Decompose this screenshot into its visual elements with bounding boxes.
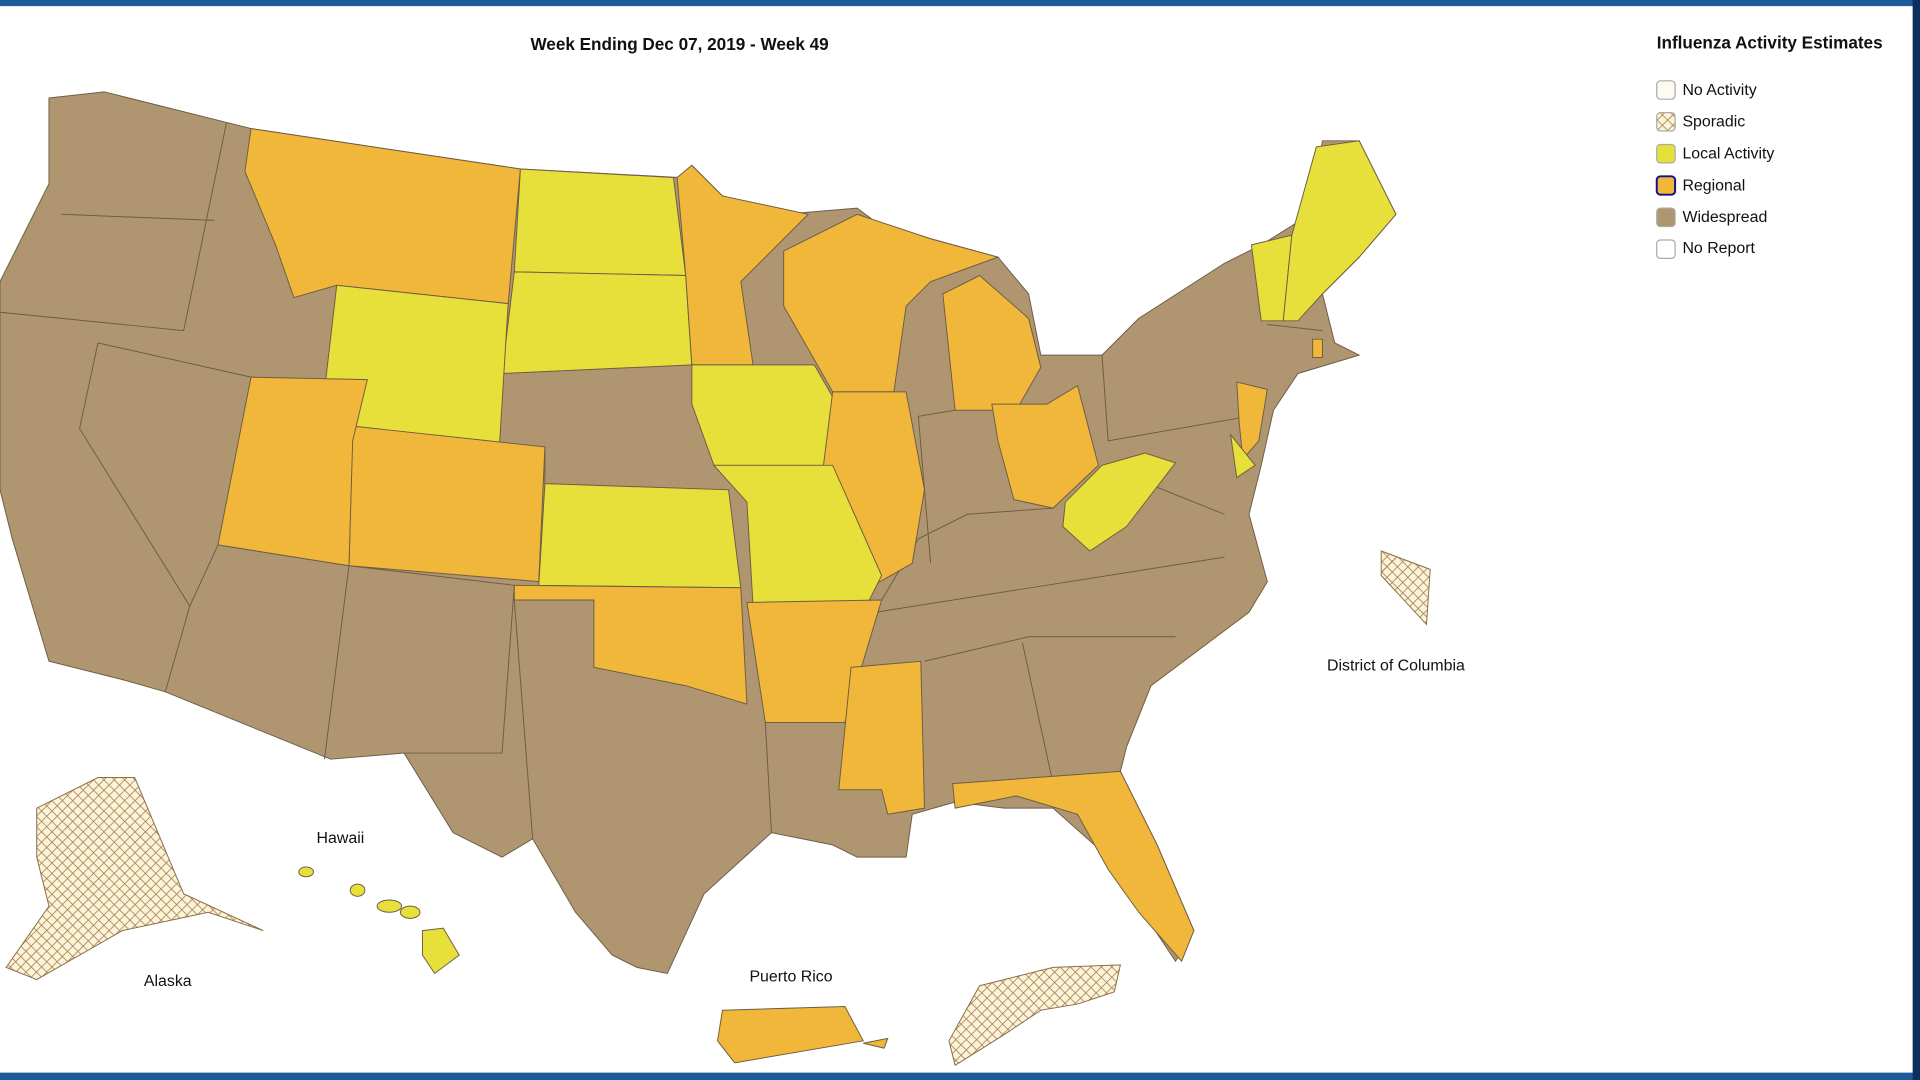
regional-state [1236,381,1268,461]
bottom-bar [0,1072,1920,1080]
right-bar [1912,0,1920,1080]
alaska [5,777,264,981]
local-state [501,271,693,374]
dc [1380,550,1431,626]
legend: Influenza Activity Estimates No Activity… [1655,33,1883,259]
regional-state [838,660,925,815]
map-title: Week Ending Dec 07, 2019 - Week 49 [530,34,828,54]
legend-label: Local Activity [1682,145,1774,162]
regional-state [942,274,1042,411]
legend-label: No Report [1682,240,1755,257]
legend-swatch [1655,175,1677,196]
local-state [1062,452,1177,552]
regional-state [746,599,883,723]
regional-state [513,584,748,705]
legend-swatch [1656,80,1676,100]
regional-state [952,770,1195,963]
regional-state [783,213,1000,393]
puerto-rico [717,1006,865,1064]
legend-swatch [1656,239,1676,259]
local-state [1282,140,1397,322]
local-state [513,168,687,277]
local-state [538,483,742,589]
pr-islet [863,1037,889,1049]
local-state [1229,432,1256,479]
regional-state [348,425,546,583]
map-label: District of Columbia [1327,657,1465,674]
regional-state [676,164,810,366]
virgin-islands [948,964,1122,1067]
map-label: Hawaii [317,830,365,847]
regional-state [217,376,368,567]
hawaii [298,866,460,975]
map-label: Alaska [144,973,192,990]
states [0,91,1431,1067]
map-label: Puerto Rico [749,968,832,985]
regional-state [1312,338,1323,359]
legend-label: Regional [1682,177,1745,194]
legend-label: Sporadic [1682,114,1745,131]
legend-label: Widespread [1682,209,1767,226]
legend-label: No Activity [1682,82,1756,99]
legend-swatch [1656,207,1676,228]
legend-swatch [1656,112,1676,132]
legend-swatch [1656,143,1676,164]
regional-state [991,384,1099,509]
regional-state [244,128,521,305]
top-bar [0,0,1920,7]
legend-title: Influenza Activity Estimates [1657,33,1883,53]
